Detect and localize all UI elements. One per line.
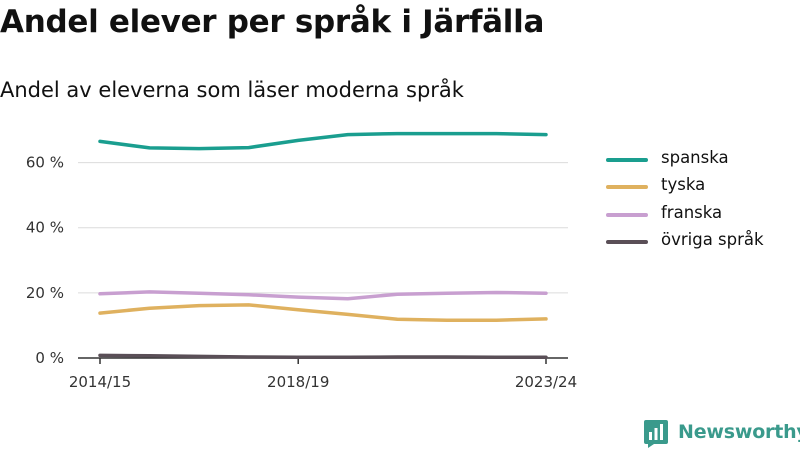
legend-swatch	[606, 158, 648, 162]
legend-label: övriga språk	[661, 229, 764, 249]
legend-label: spanska	[661, 148, 729, 167]
y-tick-label: 0 %	[35, 349, 64, 367]
series-line-tyska	[98, 303, 548, 322]
series-line-franska	[98, 290, 548, 301]
y-tick-label: 40 %	[26, 219, 64, 237]
newsworthy-logo-icon	[644, 420, 668, 448]
series-line-övriga-språk	[98, 353, 548, 360]
chart-subtitle: Andel av eleverna som läser moderna språ…	[0, 78, 464, 102]
legend-swatch	[606, 185, 648, 190]
gridlines	[78, 162, 568, 294]
y-tick-label: 60 %	[26, 154, 64, 172]
legend-label: franska	[661, 202, 723, 222]
x-tick-label: 2014/15	[69, 373, 131, 391]
series-lines	[98, 131, 548, 360]
series-line-spanska	[98, 131, 548, 151]
legend-label: tyska	[661, 175, 706, 195]
x-tick-label: 2018/19	[267, 373, 329, 391]
x-tick-label: 2023/24	[515, 373, 577, 391]
legend-swatch	[606, 239, 648, 244]
legend-swatch	[606, 212, 648, 217]
y-tick-label: 20 %	[26, 284, 64, 302]
chart-title: Andel elever per språk i Järfälla	[0, 4, 545, 40]
brand-name: Newsworthy	[678, 421, 800, 443]
